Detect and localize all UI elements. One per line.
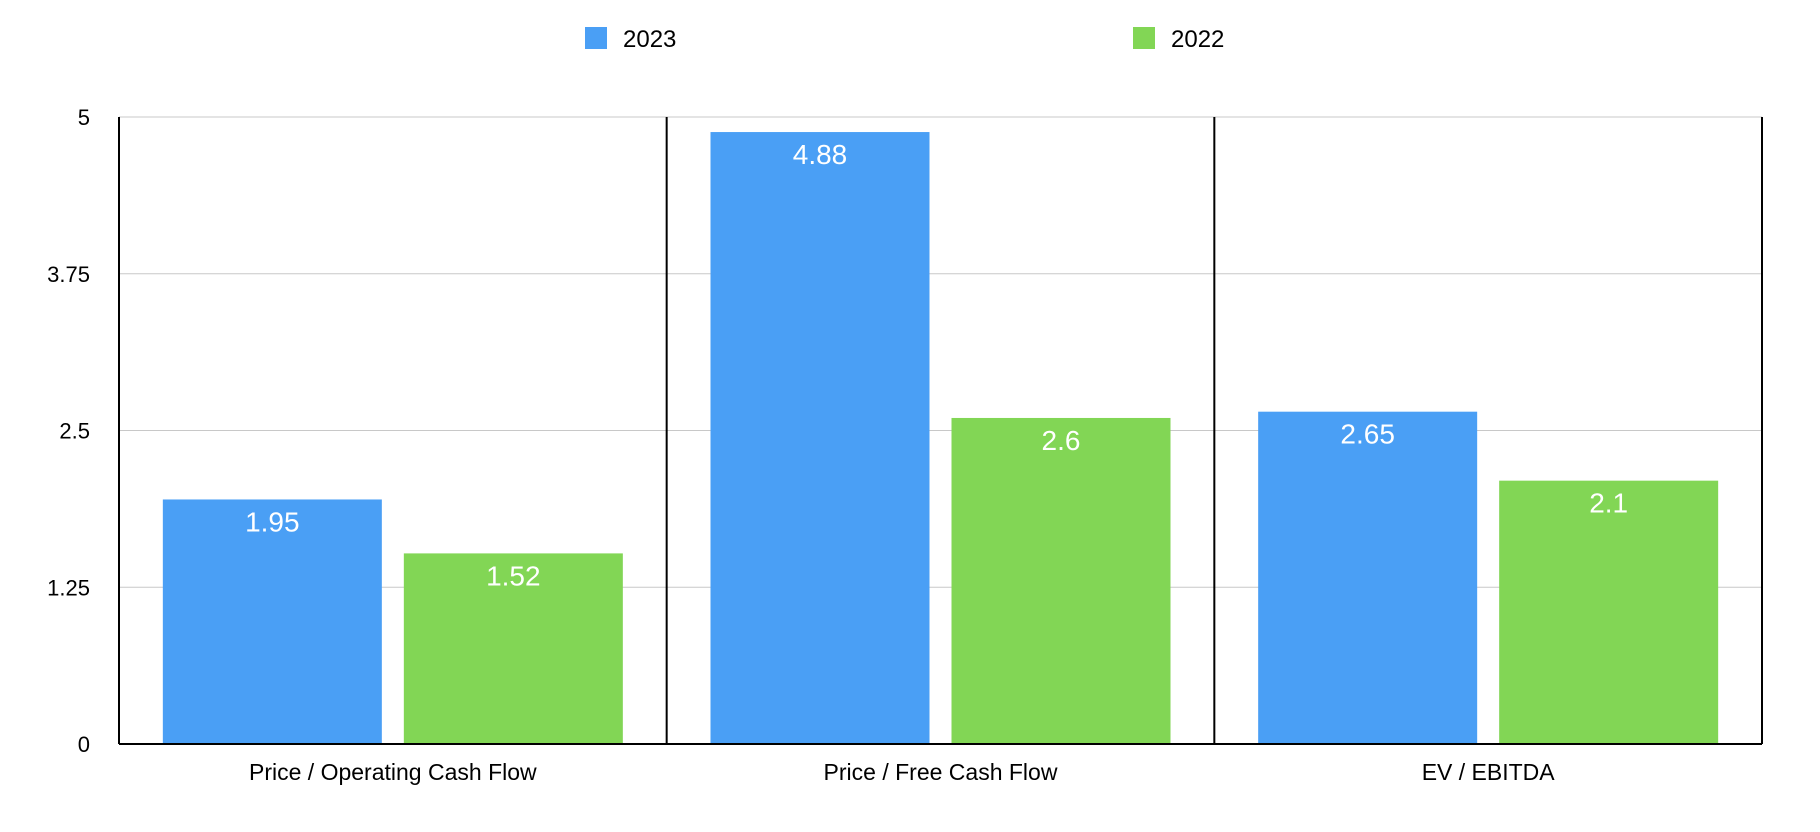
data-label-2023-2: 2.65: [1340, 419, 1395, 450]
bars: 1.95 1.52 4.88 2.6 2.65 2.1: [162, 132, 1719, 745]
y-axis-ticks: 0 1.25 2.5 3.75 5: [47, 105, 90, 757]
data-label-2022-1: 2.6: [1042, 425, 1081, 456]
legend-swatch-2023: [585, 27, 607, 49]
bar-2023-0: [162, 499, 382, 744]
y-tick-label: 1.25: [47, 575, 90, 600]
gridlines: [119, 116, 1762, 588]
legend-label-2023: 2023: [623, 26, 676, 53]
x-category-label: EV / EBITDA: [1422, 759, 1556, 785]
bar-2022-2: [1499, 480, 1719, 744]
axes: [118, 117, 1762, 745]
y-tick-label: 0: [78, 732, 90, 757]
y-tick-label: 2.5: [59, 419, 90, 444]
bar-2023-1: [710, 132, 930, 745]
x-axis-category-labels: Price / Operating Cash Flow Price / Free …: [249, 759, 1555, 785]
x-category-label: Price / Operating Cash Flow: [249, 759, 537, 785]
data-label-2023-0: 1.95: [245, 506, 300, 537]
category-dividers: [665, 117, 1763, 744]
data-label-2022-0: 1.52: [486, 560, 541, 591]
legend-swatch-2022: [1133, 27, 1155, 49]
bar-2023-2: [1258, 411, 1478, 744]
legend: 2023 2022: [585, 26, 1224, 53]
data-label-2022-2: 2.1: [1589, 488, 1628, 519]
y-tick-label: 3.75: [47, 262, 90, 287]
bar-2022-1: [951, 417, 1171, 744]
legend-label-2022: 2022: [1171, 26, 1224, 53]
data-label-2023-1: 4.88: [793, 139, 848, 170]
bar-2022-0: [403, 553, 623, 744]
y-tick-label: 5: [78, 105, 90, 130]
x-category-label: Price / Free Cash Flow: [824, 759, 1058, 785]
